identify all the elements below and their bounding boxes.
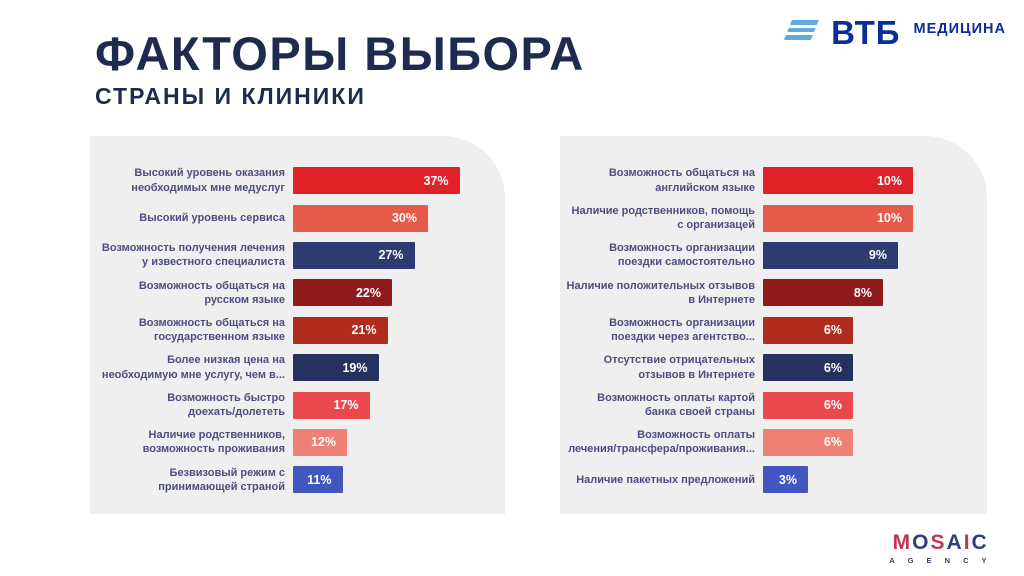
chart-bar-value: 30% <box>391 211 417 226</box>
vtb-stripe <box>784 35 813 40</box>
chart-row: Возможность оплаты лечения/трансфера/про… <box>560 424 987 461</box>
chart-bar-value: 10% <box>876 173 902 188</box>
mosaic-letter: C <box>971 531 989 554</box>
chart-row-label: Безвизовый режим с принимающей страной <box>158 466 285 493</box>
mosaic-letter: M <box>892 531 913 554</box>
chart-bar: 10% <box>763 167 913 195</box>
chart-row-label: Возможность оплаты картой банка своей ст… <box>597 391 755 419</box>
chart-row-label: Возможность оплаты лечения/трансфера/про… <box>568 429 755 456</box>
chart-bar-value: 10% <box>876 211 902 226</box>
chart-bar: 6% <box>763 428 853 456</box>
chart-row-label: Возможность общаться на русском языке <box>138 279 285 306</box>
chart-bar: 3% <box>763 466 808 494</box>
chart-bar-value: 12% <box>310 435 336 450</box>
page-subtitle: СТРАНЫ И КЛИНИКИ <box>95 83 366 109</box>
chart-row: Отсутствие отрицательных отзывов в Интер… <box>560 349 987 386</box>
chart-bar-value: 6% <box>823 398 842 413</box>
chart-row: Возможность организации поездки самостоя… <box>560 237 987 274</box>
chart-bar: 19% <box>293 354 379 382</box>
chart-bar: 11% <box>293 466 343 494</box>
chart-row-label: Отсутствие отрицательных отзывов в Интер… <box>603 354 755 381</box>
chart-row: Возможность быстро доехать/долететь 17% <box>90 386 505 423</box>
chart-row-label: Возможность общаться на английском языке <box>608 167 755 194</box>
chart-bar-value: 6% <box>823 323 842 338</box>
chart-row: Наличие пакетных предложений 3% <box>560 461 987 498</box>
vtb-logo: ВТБ МЕДИЦИНА <box>784 14 1006 51</box>
mosaic-letter: O <box>912 531 931 554</box>
chart-row-label: Возможность организации поездки через аг… <box>609 316 755 344</box>
chart-bar: 6% <box>763 354 853 382</box>
chart-bar-value: 27% <box>378 248 404 263</box>
mosaic-letter: S <box>930 531 947 554</box>
chart-bar: 6% <box>763 391 853 419</box>
chart-row: Наличие родственников, возможность прожи… <box>90 424 505 461</box>
factors-panel-left: Высокий уровень оказания необходимых мне… <box>90 136 505 514</box>
chart-row: Высокий уровень сервиса 30% <box>90 199 505 236</box>
chart-bar: 21% <box>293 316 388 344</box>
chart-row: Наличие положительных отзывов в Интернет… <box>560 274 987 311</box>
vtb-sub-brand: МЕДИЦИНА <box>913 21 1006 37</box>
chart-bar-value: 17% <box>333 398 359 413</box>
mosaic-agency-label: A G E N C Y <box>889 556 992 565</box>
chart-bar: 17% <box>293 391 370 419</box>
vtb-stripes-icon <box>784 20 820 40</box>
page-title: ФАКТОРЫ ВЫБОРА <box>95 27 585 80</box>
chart-bar: 9% <box>763 241 898 269</box>
chart-row-label: Более низкая цена на необходимую мне усл… <box>101 354 285 381</box>
chart-row-label: Возможность организации поездки самостоя… <box>609 242 755 269</box>
mosaic-letter: A <box>946 531 964 554</box>
chart-bar-value: 11% <box>307 472 332 487</box>
factors-panel-right: Возможность общаться на английском языке… <box>560 136 987 514</box>
chart-bar-value: 37% <box>423 173 449 188</box>
mosaic-wordmark: MOSAIC <box>889 532 992 553</box>
vtb-stripe <box>787 27 816 32</box>
vtb-stripe <box>790 20 820 25</box>
chart-bar-value: 19% <box>342 360 368 375</box>
chart-bar: 8% <box>763 279 883 307</box>
chart-rows-left: Высокий уровень оказания необходимых мне… <box>90 136 505 499</box>
chart-bar: 6% <box>763 316 853 344</box>
chart-bar-value: 6% <box>823 360 842 375</box>
chart-bar-value: 21% <box>351 323 377 338</box>
chart-row: Высокий уровень оказания необходимых мне… <box>90 162 505 199</box>
chart-bar: 12% <box>293 428 347 456</box>
chart-row-label: Высокий уровень оказания необходимых мне… <box>131 167 285 194</box>
chart-row: Возможность общаться на английском языке… <box>560 162 987 199</box>
chart-row-label: Возможность общаться на государственном … <box>138 316 285 344</box>
chart-bar-value: 6% <box>823 435 842 450</box>
mosaic-agency-logo: MOSAIC A G E N C Y <box>889 532 992 565</box>
chart-rows-right: Возможность общаться на английском языке… <box>560 136 987 499</box>
chart-row: Безвизовый режим с принимающей страной 11… <box>90 461 505 498</box>
chart-row-label: Наличие положительных отзывов в Интернет… <box>566 279 755 306</box>
chart-row-label: Высокий уровень сервиса <box>139 211 285 224</box>
chart-row-label: Наличие родственников, помощь с организа… <box>571 204 755 232</box>
chart-row: Возможность оплаты картой банка своей ст… <box>560 386 987 423</box>
chart-bar: 27% <box>293 241 415 269</box>
chart-bar-value: 8% <box>853 285 872 300</box>
chart-row: Возможность организации поездки через аг… <box>560 312 987 349</box>
chart-row: Возможность общаться на государственном … <box>90 312 505 349</box>
chart-bar-value: 9% <box>868 248 887 263</box>
page-title-block: ФАКТОРЫ ВЫБОРА СТРАНЫ И КЛИНИКИ <box>95 30 585 110</box>
chart-row: Возможность получения лечения у известно… <box>90 237 505 274</box>
chart-bar: 30% <box>293 204 428 232</box>
chart-bar: 37% <box>293 167 460 195</box>
vtb-wordmark: ВТБ <box>831 14 901 51</box>
chart-bar-value: 3% <box>778 472 797 487</box>
mosaic-letter: I <box>963 531 972 554</box>
chart-row-label: Возможность получения лечения у известно… <box>101 242 285 269</box>
chart-row-label: Наличие пакетных предложений <box>576 473 755 486</box>
chart-bar: 10% <box>763 204 913 232</box>
chart-row-label: Возможность быстро доехать/долететь <box>167 391 285 419</box>
chart-row: Более низкая цена на необходимую мне усл… <box>90 349 505 386</box>
chart-bar-value: 22% <box>355 285 381 300</box>
chart-bar: 22% <box>293 279 392 307</box>
chart-row: Наличие родственников, помощь с организа… <box>560 199 987 236</box>
chart-row: Возможность общаться на русском языке 22% <box>90 274 505 311</box>
chart-row-label: Наличие родственников, возможность прожи… <box>142 429 285 456</box>
